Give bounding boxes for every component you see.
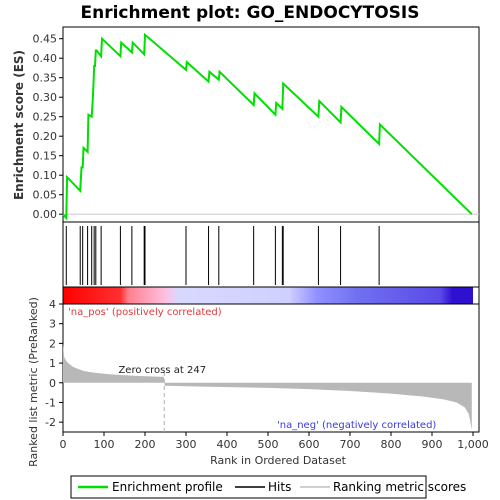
rank-y-tick-label: -2 <box>45 416 56 429</box>
es-y-axis-label: Enrichment score (ES) <box>12 50 26 200</box>
es-y-tick-label: 0.35 <box>33 72 58 85</box>
hits-frame <box>62 221 480 288</box>
rank-y-tick-label: 3 <box>49 318 56 331</box>
chart-title: Enrichment plot: GO_ENDOCYTOSIS <box>81 3 420 23</box>
rank-y-tick-label: 0 <box>49 377 56 390</box>
x-tick-label: 0 <box>60 438 67 451</box>
es-y-tick-label: 0.40 <box>33 52 58 65</box>
x-tick-label: 100 <box>94 438 115 451</box>
rank-y-tick-label: 1 <box>49 357 56 370</box>
rank-y-tick-label: 4 <box>49 298 56 311</box>
legend: Enrichment profile Hits Ranking metric s… <box>70 475 466 499</box>
es-y-tick-label: 0.20 <box>33 130 58 143</box>
negative-label: 'na_neg' (negatively correlated) <box>277 420 436 431</box>
rank-y-tick-label: -1 <box>45 396 56 409</box>
zero-cross-label: Zero cross at 247 <box>118 365 206 376</box>
legend-enrichment-label: Enrichment profile <box>112 480 223 494</box>
positive-label: 'na_pos' (positively correlated) <box>68 307 222 318</box>
rank-x-axis: 0 100 200 300 400 500 600 700 800 900 1,000 <box>60 432 489 451</box>
es-y-tick-label: 0.05 <box>33 189 58 202</box>
x-tick-label: 1,000 <box>457 438 489 451</box>
legend-hits-label: Hits <box>268 480 291 494</box>
es-y-axis: 0.00 0.05 0.10 0.15 0.20 0.25 0.30 0.35 0.40 0.45 <box>33 33 63 221</box>
x-tick-label: 600 <box>299 438 320 451</box>
x-tick-label: 200 <box>135 438 156 451</box>
x-tick-label: 700 <box>340 438 361 451</box>
rank-y-axis: -2 -1 0 1 2 3 4 <box>45 298 63 429</box>
x-tick-label: 500 <box>258 438 279 451</box>
enrichment-profile-line <box>62 32 473 221</box>
es-y-tick-label: 0.15 <box>33 150 58 163</box>
x-tick-label: 400 <box>217 438 238 451</box>
es-y-tick-label: 0.00 <box>33 208 58 221</box>
rank-y-axis-label: Ranked list metric (PreRanked) <box>27 297 40 467</box>
rank-panel: Zero cross at 247 'na_pos' (positively c… <box>27 297 489 467</box>
es-panel: 0.00 0.05 0.10 0.15 0.20 0.25 0.30 0.35 0.40 0.45… <box>12 26 480 223</box>
es-y-tick-label: 0.45 <box>33 33 58 46</box>
x-tick-label: 800 <box>381 438 402 451</box>
x-tick-label: 900 <box>422 438 443 451</box>
heat-bar-panel <box>62 286 480 305</box>
hit-lines <box>65 226 380 285</box>
legend-ranking-label: Ranking metric scores <box>333 480 466 494</box>
heat-bar <box>63 287 473 304</box>
ranking-metric-area <box>63 343 472 430</box>
es-y-tick-label: 0.30 <box>33 91 58 104</box>
es-plot-frame <box>62 26 480 223</box>
rank-y-tick-label: 2 <box>49 337 56 350</box>
hits-panel <box>62 221 480 288</box>
es-y-tick-label: 0.25 <box>33 111 58 124</box>
x-tick-label: 300 <box>176 438 197 451</box>
x-axis-label: Rank in Ordered Dataset <box>210 454 347 467</box>
es-y-tick-label: 0.10 <box>33 169 58 182</box>
